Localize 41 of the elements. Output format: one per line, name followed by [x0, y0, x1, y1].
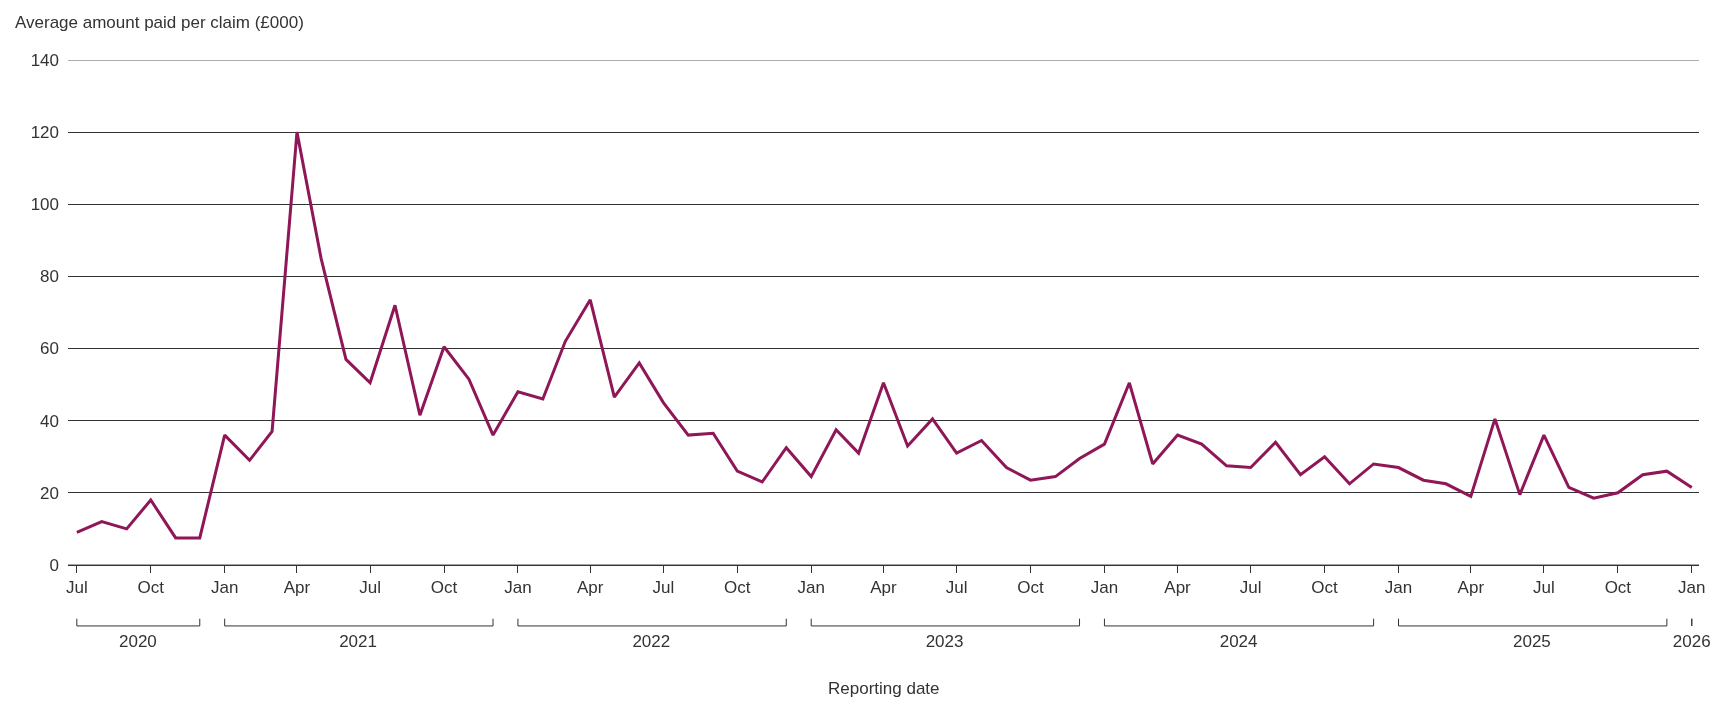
x2-tick-label: 2024 — [1219, 631, 1258, 651]
x-tick-label: Apr — [870, 578, 898, 598]
x-tick-label: Oct — [1311, 578, 1339, 598]
y-tick-label: 40 — [40, 411, 59, 431]
x2-tick-label: 2020 — [118, 631, 157, 651]
x-axis-title: Reporting date — [828, 679, 940, 698]
x-tick-label: Jul — [652, 578, 675, 598]
x-tick-label: Jan — [1384, 578, 1413, 598]
y-tick-label: 120 — [30, 123, 59, 143]
x-tick-label: Oct — [1604, 578, 1632, 598]
x-tick-label: Jul — [1533, 578, 1555, 598]
x-tick-label: Oct — [137, 578, 165, 598]
x2-tick-label: 2021 — [339, 631, 377, 651]
y-tick-label: 60 — [40, 339, 59, 359]
x-tick-label: Apr — [1457, 578, 1485, 598]
x2-tick-label: 2026 — [1672, 631, 1711, 651]
y-tick-label: 0 — [49, 555, 59, 575]
x-tick-label: Oct — [724, 578, 751, 598]
x2-tick-label: 2023 — [925, 631, 964, 651]
y-tick-label: 80 — [40, 267, 59, 287]
x-tick-label: Oct — [1017, 578, 1045, 598]
x-tick-label: Jul — [1239, 578, 1262, 598]
y-axis-title: Average amount paid per claim (£000) — [15, 13, 304, 32]
x-tick-label: Jul — [65, 578, 88, 598]
y-tick-label: 20 — [40, 483, 59, 503]
x-tick-label: Jul — [359, 578, 381, 598]
x-tick-label: Apr — [577, 578, 604, 598]
x-tick-label: Oct — [430, 578, 458, 598]
x-tick-label: Jan — [1090, 578, 1119, 598]
x-tick-label: Jan — [1678, 578, 1706, 598]
x-tick-label: Jan — [797, 578, 825, 598]
x2-tick-label: 2025 — [1512, 631, 1551, 651]
x2-tick-label: 2022 — [632, 631, 671, 651]
y-tick-label: 100 — [30, 195, 59, 215]
y-tick-label: 140 — [30, 50, 59, 70]
x-tick-label: Apr — [283, 578, 311, 598]
x-tick-label: Jan — [210, 578, 239, 598]
x-tick-label: Apr — [1164, 578, 1192, 598]
line-series — [75, 130, 1694, 540]
x-tick-label: Jul — [945, 578, 968, 598]
x-tick-label: Jan — [504, 578, 532, 598]
